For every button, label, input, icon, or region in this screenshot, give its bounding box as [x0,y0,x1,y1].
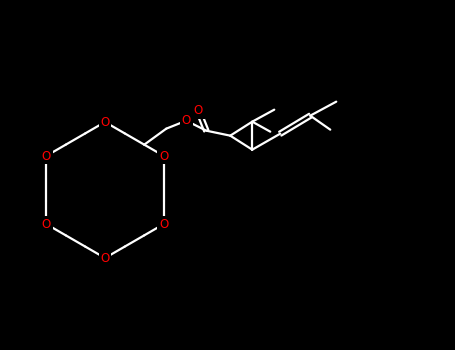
Text: O: O [159,217,168,231]
Text: O: O [101,116,110,128]
Text: O: O [41,149,51,162]
Text: O: O [159,149,168,162]
Text: O: O [182,114,191,127]
Text: O: O [101,252,110,265]
Text: O: O [194,104,203,117]
Text: O: O [41,217,51,231]
